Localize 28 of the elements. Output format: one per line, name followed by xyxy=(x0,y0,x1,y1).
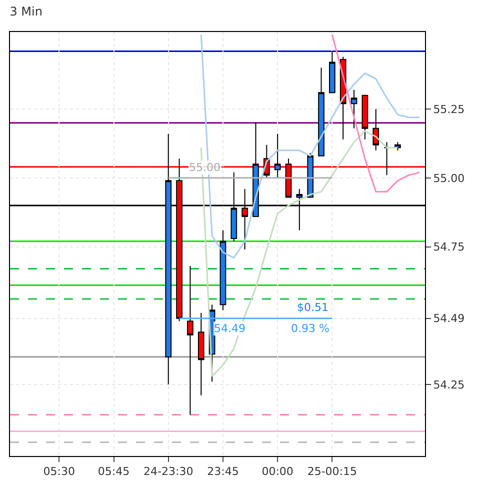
y-tick-label: 55.25 xyxy=(433,102,465,116)
y-tick-label: 55.00 xyxy=(433,172,465,185)
candlestick xyxy=(187,266,194,416)
line-series xyxy=(331,34,420,192)
annotation: $0.51 xyxy=(297,301,328,314)
annotation: 54.49 xyxy=(214,322,246,335)
candlestick xyxy=(220,230,226,311)
x-tick-label: 25-00:15 xyxy=(307,465,358,478)
candlestick xyxy=(307,152,314,198)
y-tick-label: 54.75 xyxy=(433,240,465,254)
candlestick xyxy=(198,312,204,396)
candlestick xyxy=(274,133,281,178)
chart-title: 3 Min xyxy=(10,4,42,19)
x-tick-label: 23:45 xyxy=(207,465,239,478)
candlestick xyxy=(350,89,358,129)
candlestick xyxy=(372,108,380,151)
annotation: 0.93 % xyxy=(291,322,330,335)
x-tick-label: 05:30 xyxy=(43,465,75,478)
annotation: 55.00 xyxy=(189,161,220,174)
candlestick xyxy=(384,142,390,176)
x-tick-label: 24-23:30 xyxy=(144,465,194,478)
y-tick-label: 54.25 xyxy=(433,378,465,392)
candlestick xyxy=(318,67,324,156)
candlestick xyxy=(362,94,368,140)
x-tick-label: 05:45 xyxy=(98,465,130,478)
candlestick xyxy=(329,50,336,94)
y-tick-label: 54.49 xyxy=(433,312,465,326)
x-tick-label: 00:00 xyxy=(262,465,294,478)
